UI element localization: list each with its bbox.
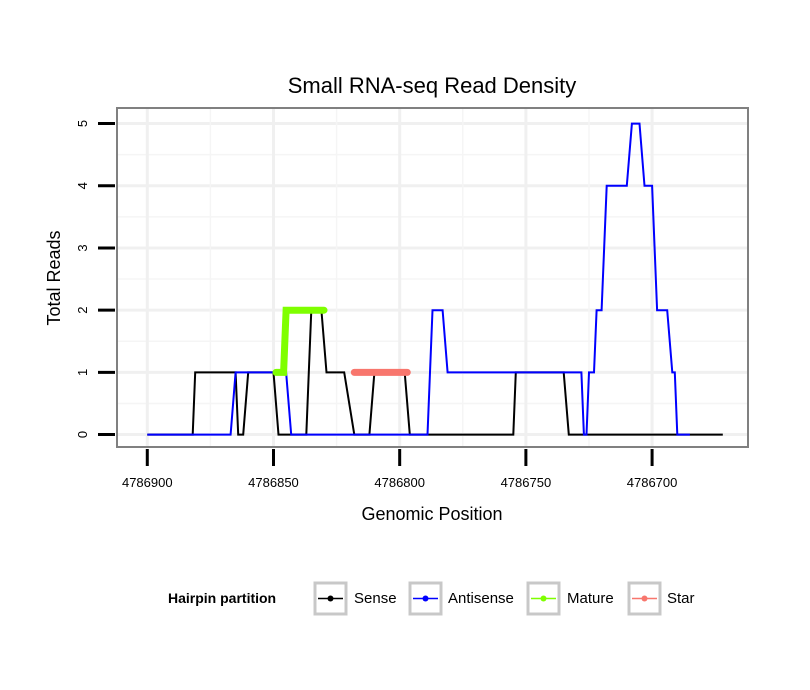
panel-border [116,107,749,448]
legend-label-mature: Mature [567,590,614,607]
y-tick-label: 1 [75,369,90,376]
plot-panel [116,107,749,448]
x-axis-title: Genomic Position [361,504,502,524]
x-tick-label: 4786750 [501,475,552,490]
x-tick-label: 4786900 [122,475,173,490]
x-tick-label: 4786800 [374,475,425,490]
y-axis-title: Total Reads [44,230,64,325]
legend-key-point [641,595,648,602]
legend-key-point [327,595,334,602]
x-tick-label: 4786700 [627,475,678,490]
legend-label-antisense: Antisense [448,590,514,607]
y-tick-label: 2 [75,307,90,314]
legend-label-star: Star [667,590,695,607]
y-tick-label: 5 [75,120,90,127]
legend-title: Hairpin partition [168,590,276,606]
series-line-mature [272,306,328,376]
y-tick-label: 3 [75,244,90,251]
legend: Hairpin partition Sense Antisense Mature St… [168,581,695,616]
legend-key-point [422,595,429,602]
chart-title: Small RNA-seq Read Density [288,73,577,98]
x-tick-label: 4786850 [248,475,299,490]
y-tick-label: 4 [75,182,90,189]
legend-key-point [540,595,547,602]
series-line-sense [147,309,723,436]
y-tick-label: 0 [75,431,90,438]
series-line-antisense [147,122,690,436]
legend-label-sense: Sense [354,590,397,607]
